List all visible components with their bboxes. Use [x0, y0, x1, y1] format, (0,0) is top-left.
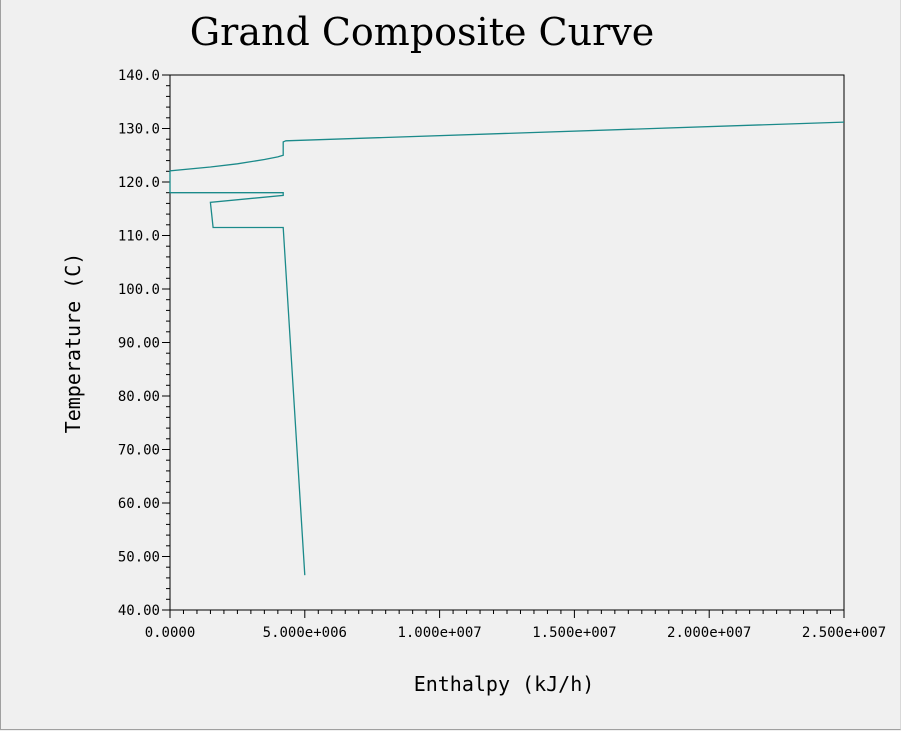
- grand-composite-line: [169, 121, 845, 576]
- y-axis-ticks: 40.00 50.00 60.00 70.00 80.00 90.00 100.0 110.0…: [118, 68, 170, 619]
- y-tick-label: 60.00: [118, 496, 160, 512]
- y-tick-label: 70.00: [118, 443, 160, 459]
- x-tick-label: 1.500e+007: [532, 625, 616, 641]
- x-tick-label: 2.000e+007: [667, 625, 751, 641]
- y-tick-label: 50.00: [118, 550, 160, 566]
- y-tick-label: 120.0: [118, 175, 160, 191]
- x-axis-ticks: 0.0000 5.000e+006 1.000e+007 1.500e+007 2.00…: [145, 610, 886, 641]
- y-tick-label: 100.0: [118, 282, 160, 298]
- series-group: [169, 121, 845, 576]
- y-tick-label: 40.00: [118, 603, 160, 619]
- y-tick-label: 110.0: [118, 229, 160, 245]
- y-axis-label: Temperature (C): [61, 253, 85, 434]
- chart-title: Grand Composite Curve: [190, 10, 654, 54]
- y-tick-label: 90.00: [118, 336, 160, 352]
- x-tick-label: 2.500e+007: [802, 625, 886, 641]
- y-tick-label: 130.0: [118, 122, 160, 138]
- y-tick-label: 80.00: [118, 389, 160, 405]
- x-tick-label: 1.000e+007: [397, 625, 481, 641]
- y-tick-label: 140.0: [118, 68, 160, 84]
- plot-area: [169, 74, 845, 611]
- x-tick-label: 5.000e+006: [263, 625, 347, 641]
- x-tick-label: 0.0000: [145, 625, 196, 641]
- x-axis-label: Enthalpy (kJ/h): [414, 672, 595, 696]
